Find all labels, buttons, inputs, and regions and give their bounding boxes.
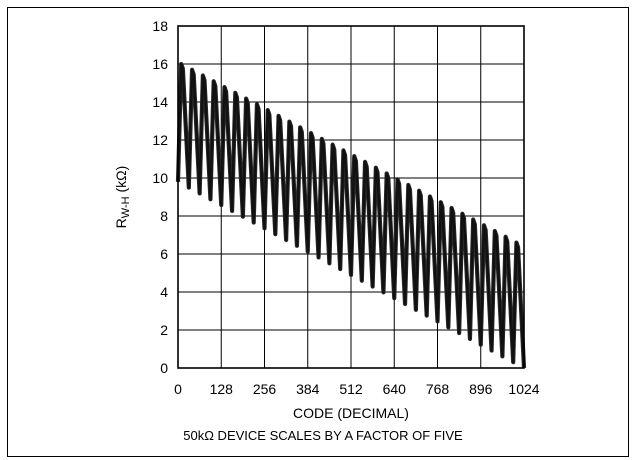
series-line-core [176,62,526,369]
x-tick-labels: 0 128 256 384 512 640 768 896 1024 [174,381,540,397]
x-tick-label: 512 [339,381,363,397]
y-axis-label: RW-H (kΩ) [113,166,132,229]
y-tick-label: 6 [160,246,168,262]
figure-frame [7,7,629,457]
x-tick-label: 768 [426,381,450,397]
x-tick-label: 0 [174,381,182,397]
y-axis-label-sub: W-H [120,196,132,218]
y-tick-label: 10 [152,170,168,186]
x-tick-label: 256 [253,381,277,397]
y-tick-label: 12 [152,132,168,148]
y-axis-label-main: R [113,218,129,228]
y-tick-labels: 0 2 4 6 8 10 12 14 16 18 [152,18,168,376]
x-tick-label: 1024 [508,381,539,397]
plot-border [177,25,525,369]
x-tick-label: 128 [210,381,234,397]
y-axis-label-unit: (kΩ) [113,166,129,197]
y-tick-label: 14 [152,94,168,110]
y-tick-label: 0 [160,360,168,376]
y-tick-label: 8 [160,208,168,224]
x-tick-label: 640 [383,381,407,397]
x-tick-label: 384 [296,381,320,397]
y-tick-label: 18 [152,18,168,34]
y-tick-label: 16 [152,56,168,72]
chart-note: 50kΩ DEVICE SCALES BY A FACTOR OF FIVE [183,428,463,443]
series-group [175,61,527,369]
x-tick-label: 896 [469,381,493,397]
y-tick-label: 4 [160,284,168,300]
y-tick-label: 2 [160,322,168,338]
x-axis-label: CODE (DECIMAL) [293,405,409,421]
